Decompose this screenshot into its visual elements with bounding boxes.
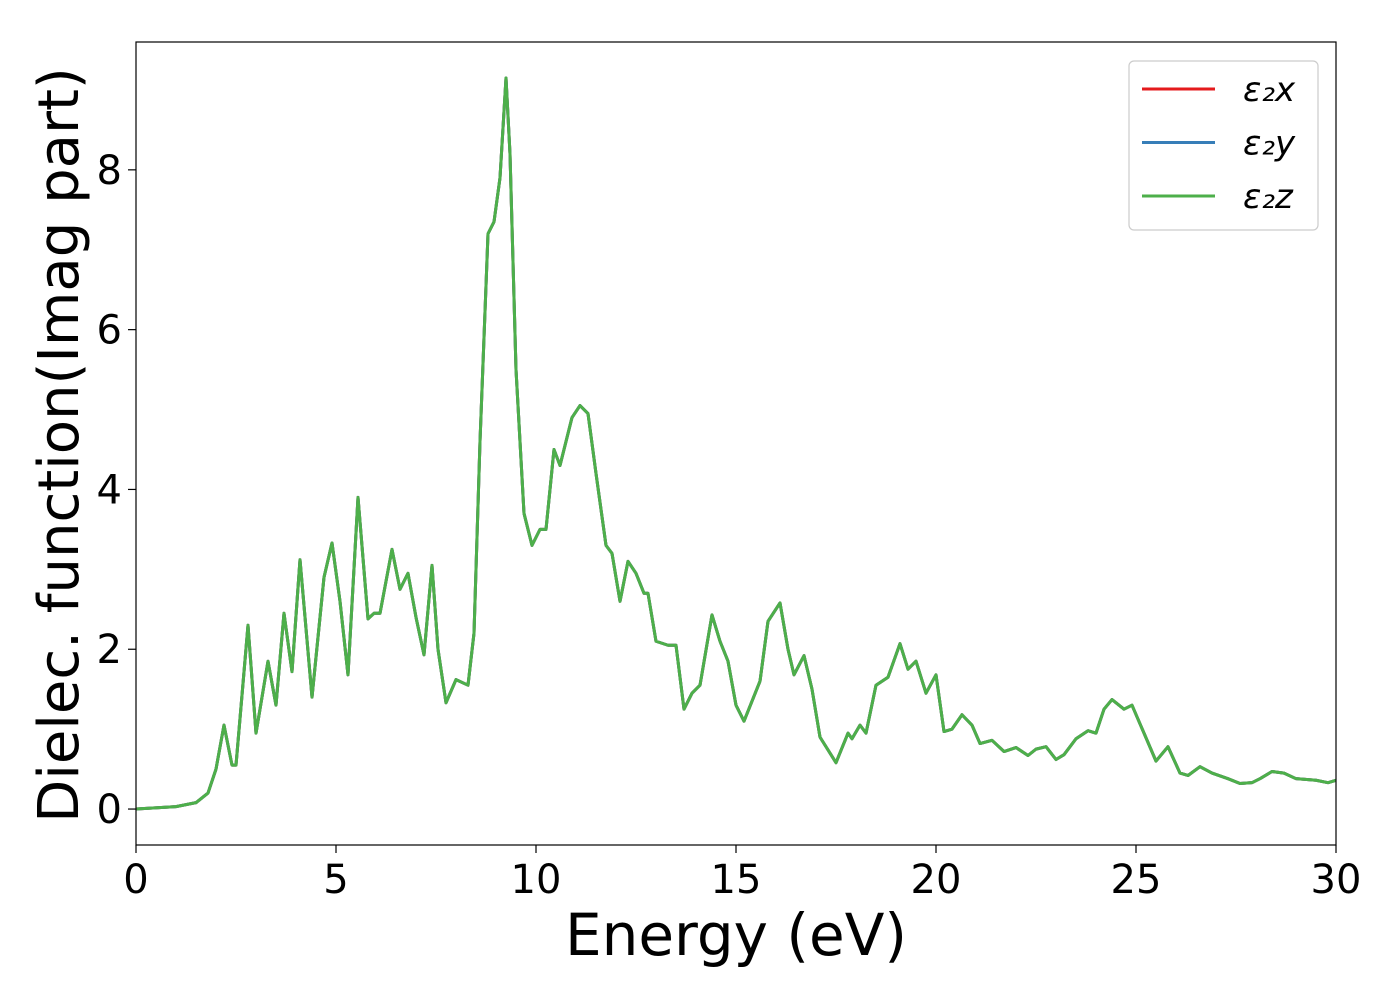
legend-label: ε₂x [1243, 70, 1296, 110]
y-tick-label: 0 [97, 787, 122, 833]
x-axis-label: Energy (eV) [565, 901, 907, 969]
data-line [136, 76, 1336, 811]
y-tick-label: 6 [97, 308, 122, 354]
x-tick-label: 20 [911, 857, 962, 903]
y-tick-label: 4 [97, 467, 122, 513]
x-tick-label: 5 [323, 857, 348, 903]
y-axis-label: Dielec. function(Imag part) [27, 67, 92, 823]
y-tick-label: 8 [97, 148, 122, 194]
legend: ε₂x ε₂y ε₂z [1128, 60, 1319, 231]
legend-label: ε₂y [1243, 124, 1296, 164]
x-tick-label: 0 [123, 857, 148, 903]
legend-label: ε₂z [1243, 177, 1294, 217]
x-tick-label: 25 [1111, 857, 1162, 903]
x-tick-label: 30 [1311, 857, 1362, 903]
x-tick-label: 10 [511, 857, 562, 903]
y-tick-label: 2 [97, 627, 122, 673]
x-tick-label: 15 [711, 857, 762, 903]
legend-box [1128, 60, 1319, 231]
